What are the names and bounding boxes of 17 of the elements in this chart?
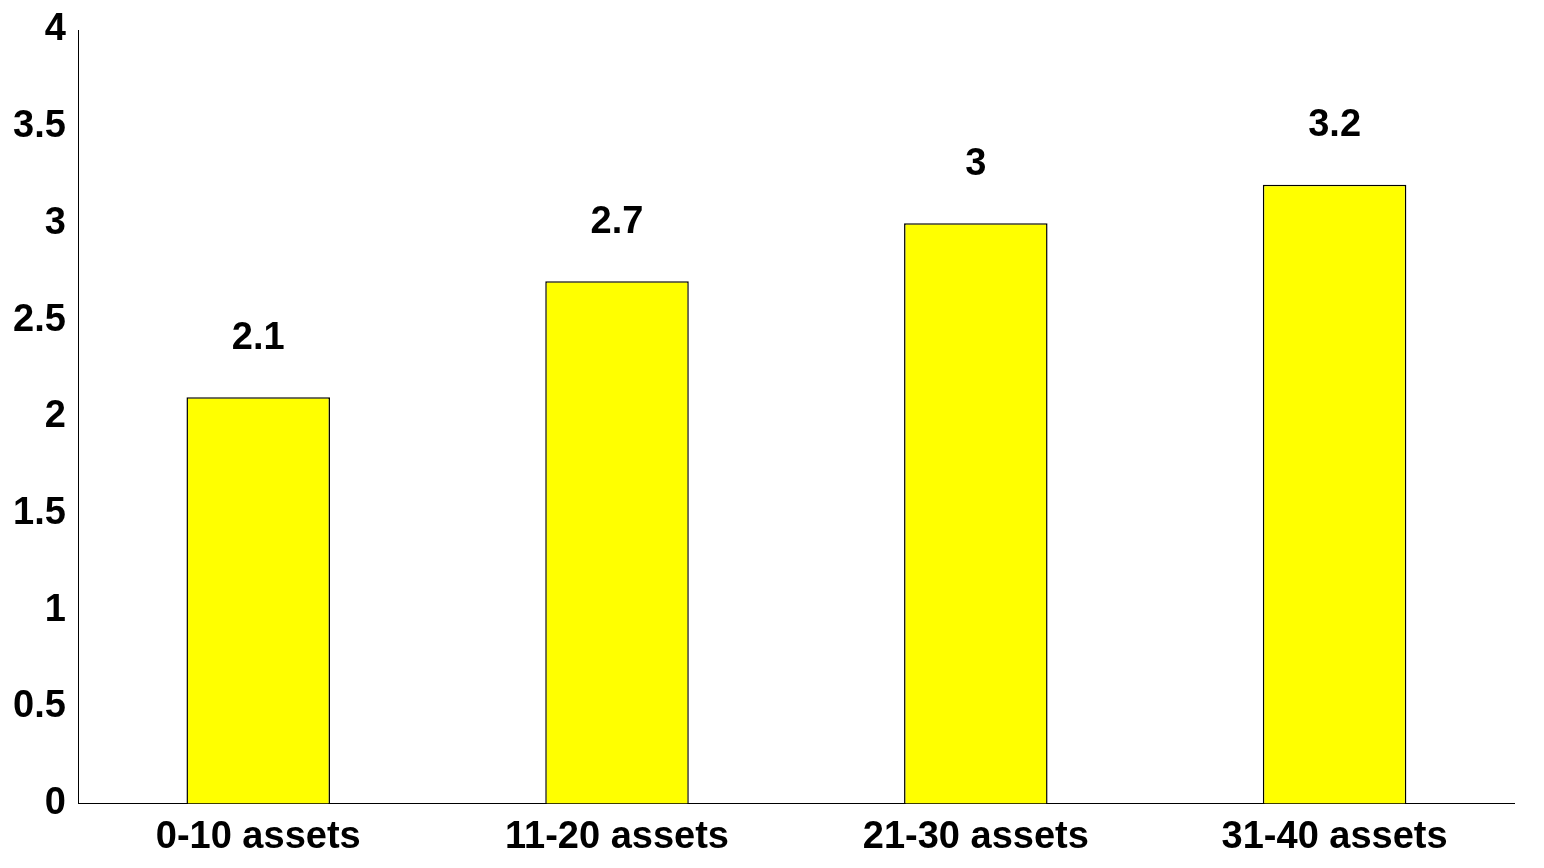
y-tick-label: 1.5	[13, 489, 66, 532]
x-tick-label: 31-40 assets	[1221, 813, 1448, 856]
y-tick-label: 3.5	[13, 103, 66, 146]
data-label: 2.7	[590, 198, 644, 241]
y-tick-label: 1	[44, 586, 66, 629]
y-tick-label: 3	[44, 199, 66, 242]
x-tick-label: 11-20 assets	[505, 813, 730, 856]
data-label: 3	[965, 140, 987, 183]
y-tick-label: 2.5	[13, 296, 66, 339]
x-tick-label: 21-30 assets	[862, 813, 1089, 856]
data-label: 2.1	[231, 314, 285, 357]
y-tick-label: 2	[44, 393, 66, 436]
x-tick-label: 0-10 assets	[155, 813, 361, 856]
y-tick-label: 0.5	[13, 683, 66, 726]
y-tick-label: 0	[44, 779, 66, 822]
y-tick-label: 4	[44, 6, 66, 49]
data-label: 3.2	[1308, 102, 1362, 145]
